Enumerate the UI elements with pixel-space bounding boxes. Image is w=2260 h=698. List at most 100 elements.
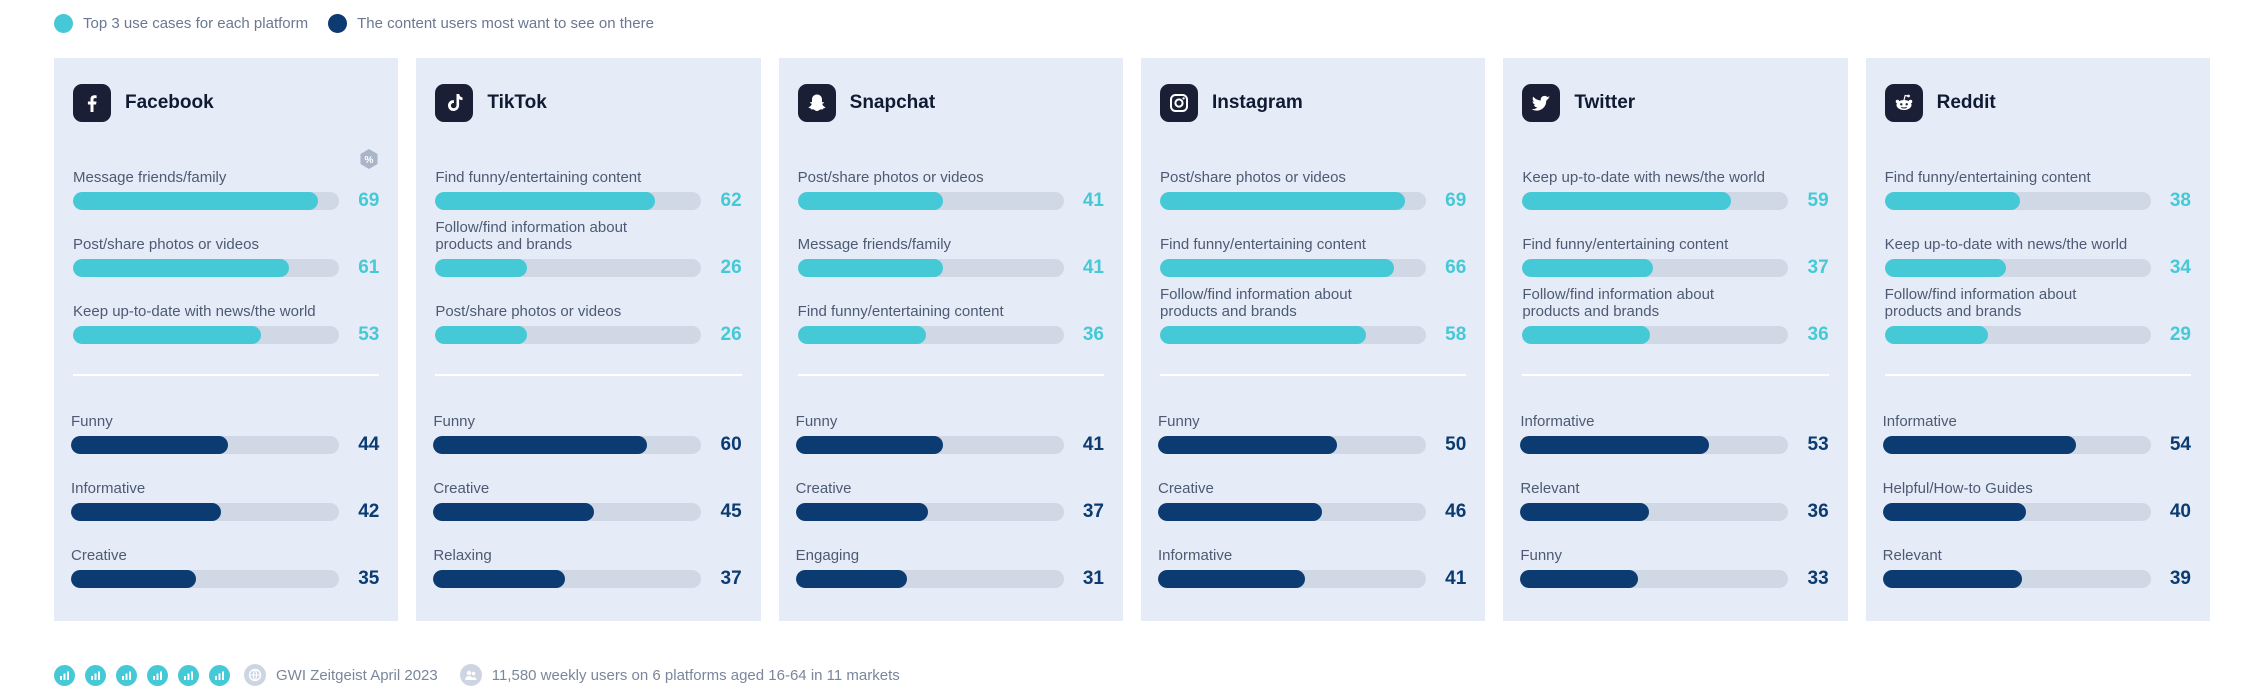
bar-track bbox=[435, 326, 702, 344]
bottom-row-informative: Informative 42 bbox=[71, 469, 379, 536]
bar-track bbox=[797, 259, 1064, 277]
bar-label: Find funny/entertaining content bbox=[1159, 236, 1366, 253]
chart-icon bbox=[85, 664, 106, 686]
bar-post-share-photos-or-videos bbox=[73, 259, 289, 277]
bar-track bbox=[797, 192, 1064, 210]
bar-value: 62 bbox=[720, 190, 742, 211]
bar-value: 36 bbox=[1807, 501, 1829, 522]
bar-relevant bbox=[1882, 570, 2022, 588]
bar-follow-find-information-about-products-and-brands bbox=[1159, 326, 1366, 344]
bar-label: Find funny/entertaining content bbox=[1884, 169, 2091, 186]
chart-icon bbox=[178, 664, 199, 686]
bar-keep-up-to-date-with-news-the-world bbox=[1522, 192, 1732, 210]
bar-label: Funny bbox=[1157, 413, 1200, 430]
bar-track bbox=[1884, 259, 2151, 277]
chart-icon bbox=[209, 664, 230, 686]
bar-track bbox=[1884, 192, 2151, 210]
footer: GWI Zeitgeist April 2023 11,580 weekly u… bbox=[54, 664, 900, 686]
bar-label: Post/share photos or videos bbox=[1159, 169, 1346, 186]
bar-track bbox=[1159, 326, 1426, 344]
bottom-row-informative: Informative 41 bbox=[1157, 536, 1466, 603]
top-row-find-funny-entertaining-content: Find funny/entertaining content 62 bbox=[435, 158, 742, 225]
bar-label: Informative bbox=[1157, 547, 1233, 564]
panel-facebook: Facebook% Message friends/family 69 Post/sh… bbox=[54, 58, 399, 621]
bar-track bbox=[73, 326, 339, 344]
reddit-icon bbox=[1884, 84, 1923, 122]
bar-label: Relevant bbox=[1882, 547, 1942, 564]
section-divider bbox=[1159, 374, 1467, 376]
bar-label: Informative bbox=[71, 480, 146, 497]
bar-track bbox=[1520, 503, 1789, 521]
bar-label: Relevant bbox=[1520, 480, 1580, 497]
bottom-row-funny: Funny 60 bbox=[433, 402, 742, 469]
use-cases-section: Post/share photos or videos 69 Find funny/… bbox=[1159, 158, 1467, 359]
bar-value: 39 bbox=[2169, 568, 2191, 589]
bar-value: 36 bbox=[1082, 324, 1104, 345]
bottom-row-creative: Creative 45 bbox=[433, 469, 742, 536]
bar-track bbox=[1157, 436, 1426, 454]
content-preferences-section: Informative 53 Relevant 36 Funny 33 bbox=[1520, 402, 1829, 603]
bar-value: 60 bbox=[720, 434, 742, 455]
bar-track bbox=[435, 192, 702, 210]
bar-value: 69 bbox=[1445, 190, 1467, 211]
bar-value: 37 bbox=[1082, 501, 1104, 522]
bar-label: Post/share photos or videos bbox=[73, 236, 259, 253]
bar-track bbox=[71, 503, 339, 521]
top-row-post-share-photos-or-videos: Post/share photos or videos 26 bbox=[435, 292, 742, 359]
bar-message-friends-family bbox=[797, 259, 943, 277]
bottom-row-funny: Funny 44 bbox=[71, 402, 379, 469]
top-row-find-funny-entertaining-content: Find funny/entertaining content 37 bbox=[1522, 225, 1829, 292]
bar-value: 54 bbox=[2169, 434, 2191, 455]
legend-swatch-top bbox=[54, 14, 73, 33]
bar-find-funny-entertaining-content bbox=[1522, 259, 1654, 277]
footer-source: GWI Zeitgeist April 2023 bbox=[276, 666, 438, 684]
bottom-row-relevant: Relevant 39 bbox=[1882, 536, 2191, 603]
bar-value: 44 bbox=[358, 434, 380, 455]
bar-track bbox=[73, 192, 339, 210]
bar-track bbox=[795, 436, 1064, 454]
bottom-row-helpful-how-to-guides: Helpful/How-to Guides 40 bbox=[1882, 469, 2191, 536]
bar-label: Message friends/family bbox=[73, 169, 227, 186]
bar-track bbox=[71, 570, 339, 588]
platform-name: Snapchat bbox=[849, 92, 936, 113]
bar-label: Informative bbox=[1882, 413, 1957, 430]
bar-value: 66 bbox=[1445, 257, 1467, 278]
bar-funny bbox=[433, 436, 648, 454]
bar-keep-up-to-date-with-news-the-world bbox=[73, 326, 261, 344]
bar-label: Keep up-to-date with news/the world bbox=[73, 303, 316, 320]
bar-informative bbox=[1157, 570, 1305, 588]
use-cases-section: Post/share photos or videos 41 Message fri… bbox=[797, 158, 1104, 359]
bar-funny bbox=[795, 436, 943, 454]
bar-track bbox=[795, 503, 1064, 521]
bar-relevant bbox=[1520, 503, 1650, 521]
snapchat-icon bbox=[797, 84, 836, 122]
panel-header: Instagram bbox=[1159, 84, 1303, 122]
bottom-row-funny: Funny 33 bbox=[1520, 536, 1829, 603]
top-row-post-share-photos-or-videos: Post/share photos or videos 61 bbox=[73, 225, 379, 292]
bar-value: 46 bbox=[1445, 501, 1467, 522]
panel-instagram: Instagram Post/share photos or videos 69 Fi… bbox=[1140, 58, 1486, 621]
use-cases-section: Keep up-to-date with news/the world 59 Fin… bbox=[1522, 158, 1829, 359]
top-row-post-share-photos-or-videos: Post/share photos or videos 69 bbox=[1159, 158, 1467, 225]
content-preferences-section: Funny 60 Creative 45 Relaxing 37 bbox=[433, 402, 742, 603]
bar-track bbox=[1157, 503, 1426, 521]
bar-value: 58 bbox=[1445, 324, 1467, 345]
bar-label: Find funny/entertaining content bbox=[1522, 236, 1729, 253]
bar-follow-find-information-about-products-and-brands bbox=[1522, 326, 1651, 344]
legend-swatch-bottom bbox=[328, 14, 348, 33]
top-row-follow-find-information-about-products-and-brands: Follow/find information about products a… bbox=[1522, 286, 1829, 359]
chart-panels: Facebook% Message friends/family 69 Post/sh… bbox=[54, 58, 2210, 621]
bar-label: Engaging bbox=[795, 547, 860, 564]
bottom-row-informative: Informative 54 bbox=[1882, 402, 2191, 469]
bar-value: 26 bbox=[720, 324, 742, 345]
use-cases-section: Find funny/entertaining content 62 Follow/… bbox=[435, 158, 742, 359]
bar-relaxing bbox=[433, 570, 566, 588]
bar-value: 69 bbox=[358, 190, 380, 211]
market-icons bbox=[54, 664, 230, 686]
top-row-find-funny-entertaining-content: Find funny/entertaining content 66 bbox=[1159, 225, 1467, 292]
platform-name: TikTok bbox=[487, 92, 547, 113]
top-row-find-funny-entertaining-content: Find funny/entertaining content 38 bbox=[1884, 158, 2191, 225]
bottom-row-informative: Informative 53 bbox=[1520, 402, 1829, 469]
bar-value: 40 bbox=[2169, 501, 2191, 522]
bar-label: Helpful/How-to Guides bbox=[1882, 480, 2033, 497]
